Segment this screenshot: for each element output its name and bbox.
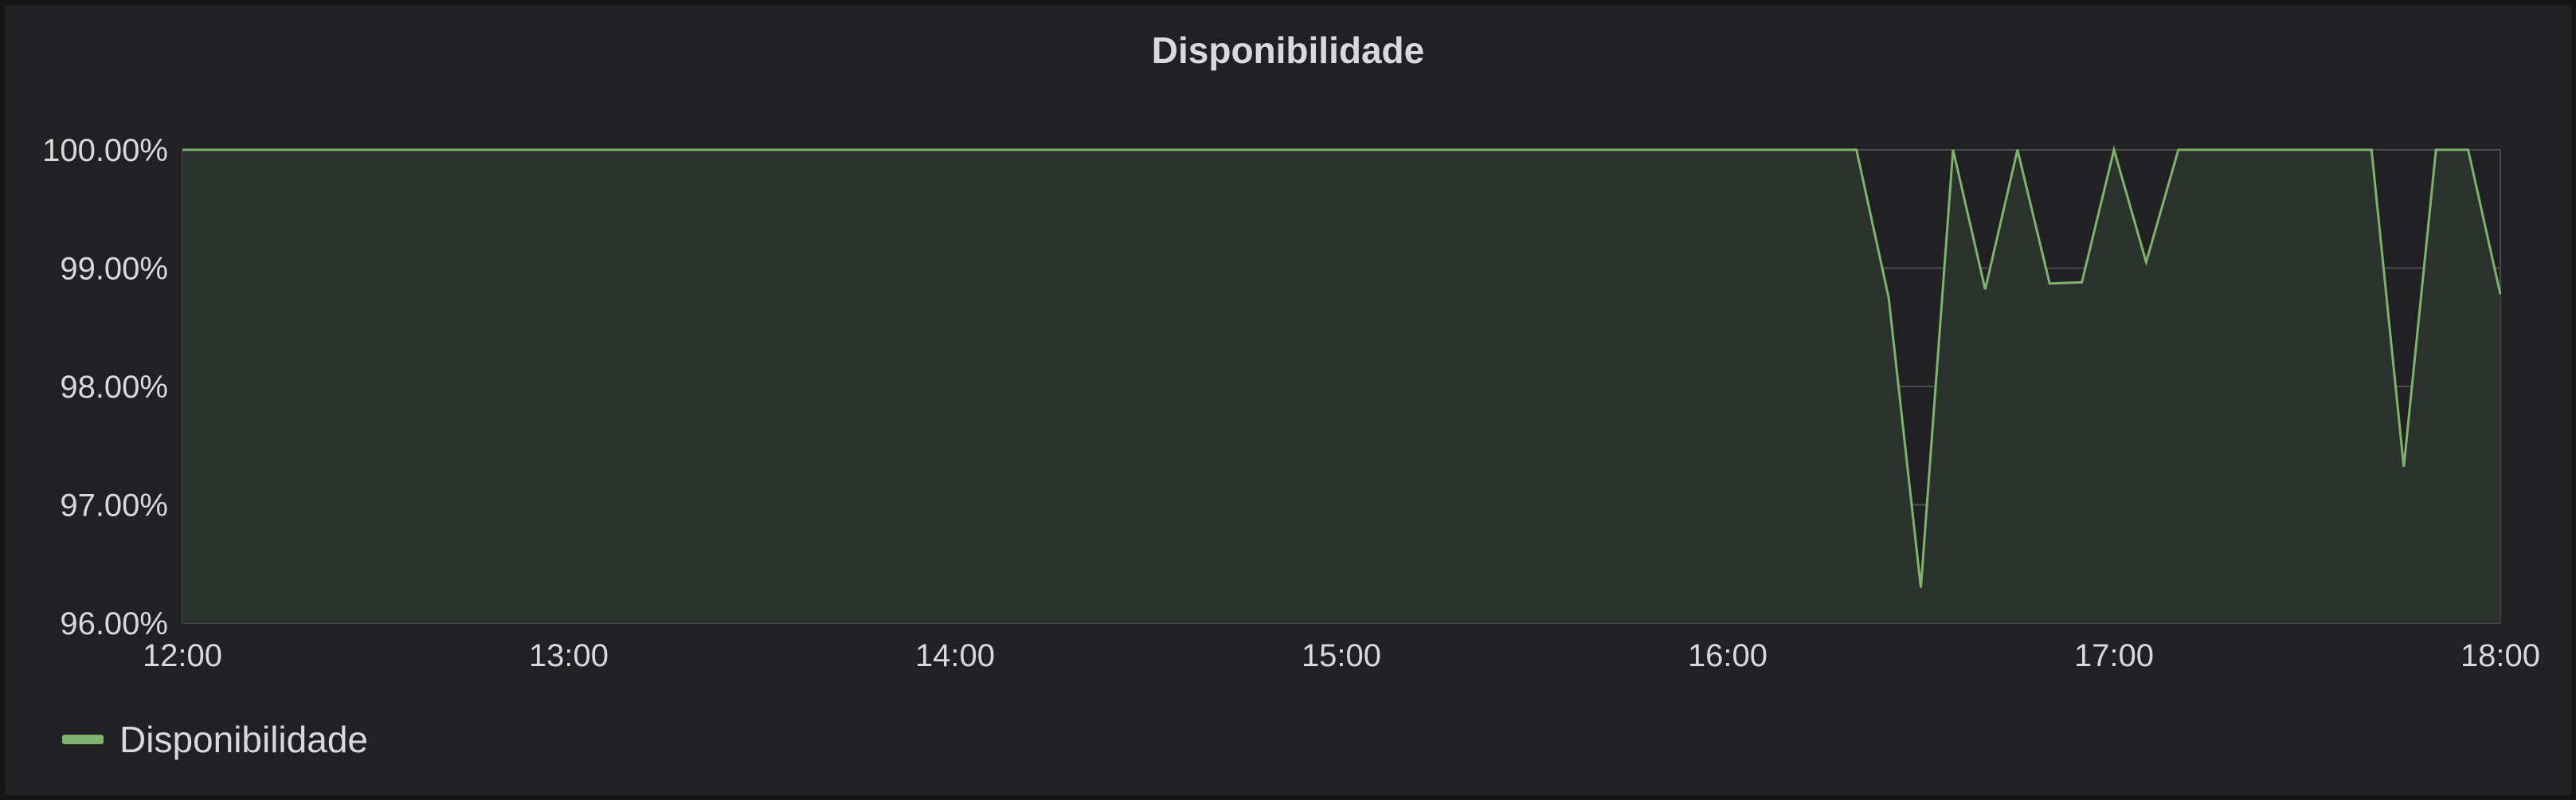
y-tick-label: 100.00%: [42, 133, 168, 168]
series-area-fill: [182, 150, 2500, 623]
y-tick-label: 98.00%: [60, 370, 168, 405]
x-tick-label: 12:00: [143, 638, 222, 673]
x-tick-label: 14:00: [915, 638, 995, 673]
series-area: [182, 150, 2500, 623]
x-tick-label: 17:00: [2074, 638, 2154, 673]
legend-label: Disponibilidade: [119, 719, 368, 760]
x-tick-label: 13:00: [529, 638, 609, 673]
x-tick-label: 15:00: [1302, 638, 1381, 673]
series-line-disponibilidade: [182, 145, 2502, 588]
y-tick-label: 97.00%: [60, 488, 168, 524]
y-tick-label: 99.00%: [60, 252, 168, 287]
y-axis-ticks: 96.00% 97.00% 98.00% 99.00% 100.00%: [42, 133, 168, 641]
x-tick-label: 18:00: [2461, 638, 2540, 673]
x-axis-ticks: 12:00 13:00 14:00 15:00 16:00 17:00 18:00: [143, 638, 2540, 673]
panel-title[interactable]: Disponibilidade: [1151, 29, 1425, 71]
y-tick-label: 96.00%: [60, 606, 168, 641]
legend-item-disponibilidade[interactable]: Disponibilidade: [62, 718, 368, 761]
legend-swatch: [62, 735, 104, 744]
x-tick-label: 16:00: [1688, 638, 1768, 673]
chart-plot: 96.00% 97.00% 98.00% 99.00% 100.00% 12:00 13:…: [42, 133, 2540, 673]
series-line-group: [182, 145, 2502, 588]
chart-panel: Disponibilidade 96.00% 97.00% 98.00% 99.00%…: [3, 3, 2573, 797]
